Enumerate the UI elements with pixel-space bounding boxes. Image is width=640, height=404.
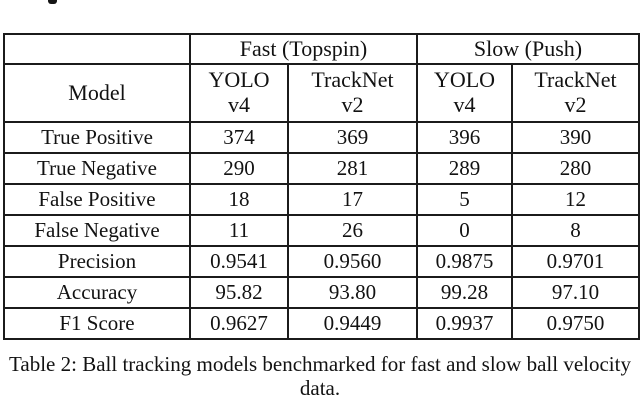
group-header-slow: Slow (Push) (416, 33, 640, 65)
column-header-line1: TrackNet (534, 67, 617, 93)
cell-value: 0 (416, 214, 513, 247)
table-row-true-positive: True Positive 374 369 396 390 (3, 121, 640, 154)
cell-value: 0.9627 (189, 307, 289, 340)
cell-value: 99.28 (416, 276, 513, 309)
column-header-fast-tracknet: TrackNet v2 (287, 63, 418, 123)
row-label: F1 Score (3, 307, 191, 340)
empty-corner-cell (3, 33, 191, 65)
column-header-line2: v2 (564, 92, 587, 117)
cell-value: 390 (511, 121, 640, 154)
cell-value: 93.80 (287, 276, 418, 309)
cell-value: 26 (287, 214, 418, 247)
column-header-line1: TrackNet (311, 67, 394, 93)
cell-value: 8 (511, 214, 640, 247)
cell-value: 281 (287, 152, 418, 185)
table-row-false-positive: False Positive 18 17 5 12 (3, 183, 640, 216)
cell-value: 12 (511, 183, 640, 216)
group-header-row: Fast (Topspin) Slow (Push) (3, 33, 640, 65)
cell-value: 0.9701 (511, 245, 640, 278)
benchmark-table: Fast (Topspin) Slow (Push) Model YOLO v4… (3, 33, 640, 340)
group-header-fast: Fast (Topspin) (189, 33, 418, 65)
cell-value: 97.10 (511, 276, 640, 309)
table-caption: Table 2: Ball tracking models benchmarke… (9, 352, 631, 400)
cell-value: 0.9937 (416, 307, 513, 340)
model-header-row: Model YOLO v4 TrackNet v2 YOLO v4 TrackN… (3, 63, 640, 123)
cell-value: 0.9560 (287, 245, 418, 278)
cell-value: 17 (287, 183, 418, 216)
cell-value: 280 (511, 152, 640, 185)
cell-value: 95.82 (189, 276, 289, 309)
column-header-line2: v2 (341, 92, 364, 117)
row-label: False Negative (3, 214, 191, 247)
cell-value: 11 (189, 214, 289, 247)
table-row-precision: Precision 0.9541 0.9560 0.9875 0.9701 (3, 245, 640, 278)
row-label: False Positive (3, 183, 191, 216)
cell-value: 374 (189, 121, 289, 154)
column-header-line2: v4 (453, 92, 476, 117)
table-row-f1-score: F1 Score 0.9627 0.9449 0.9937 0.9750 (3, 307, 640, 340)
table-row-false-negative: False Negative 11 26 0 8 (3, 214, 640, 247)
cutoff-text-fragment (48, 0, 57, 4)
row-label: Accuracy (3, 276, 191, 309)
cell-value: 369 (287, 121, 418, 154)
column-header-slow-tracknet: TrackNet v2 (511, 63, 640, 123)
cell-value: 5 (416, 183, 513, 216)
row-label: Precision (3, 245, 191, 278)
row-label: True Negative (3, 152, 191, 185)
column-header-line1: YOLO (433, 67, 496, 93)
cell-value: 0.9449 (287, 307, 418, 340)
column-header-line2: v4 (228, 92, 250, 117)
model-header-label: Model (3, 63, 191, 123)
row-label: True Positive (3, 121, 191, 154)
table-row-true-negative: True Negative 290 281 289 280 (3, 152, 640, 185)
cell-value: 290 (189, 152, 289, 185)
cell-value: 0.9541 (189, 245, 289, 278)
column-header-slow-yolo: YOLO v4 (416, 63, 513, 123)
column-header-line1: YOLO (208, 67, 270, 93)
table-row-accuracy: Accuracy 95.82 93.80 99.28 97.10 (3, 276, 640, 309)
cell-value: 396 (416, 121, 513, 154)
cell-value: 289 (416, 152, 513, 185)
cell-value: 18 (189, 183, 289, 216)
cell-value: 0.9875 (416, 245, 513, 278)
cell-value: 0.9750 (511, 307, 640, 340)
column-header-fast-yolo: YOLO v4 (189, 63, 289, 123)
